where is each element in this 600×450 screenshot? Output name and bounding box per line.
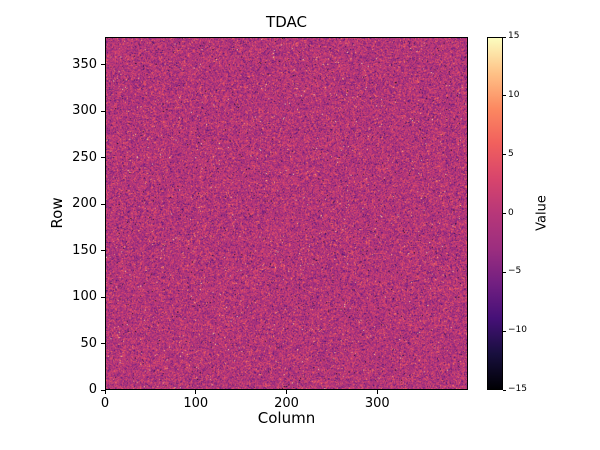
- y-tick-label: 100: [72, 289, 97, 305]
- x-tick-mark: [286, 390, 287, 394]
- colorbar-tick-mark: [503, 154, 506, 156]
- y-tick-mark: [101, 250, 105, 252]
- x-axis-label: Column: [257, 409, 316, 427]
- y-tick-label: 50: [80, 335, 97, 351]
- y-tick-label: 300: [72, 103, 97, 119]
- colorbar-tick-mark: [503, 213, 506, 214]
- y-tick-label: 0: [88, 382, 97, 397]
- colorbar-label: Value: [534, 195, 550, 231]
- colorbar-tick-label: 10: [508, 89, 520, 100]
- colorbar-tick-mark: [503, 330, 506, 332]
- colorbar-tick-mark: [503, 95, 506, 97]
- heatmap-plot-area: [105, 37, 468, 390]
- colorbar-tick-label: −15: [508, 384, 527, 394]
- x-tick-label: 200: [274, 396, 299, 411]
- y-tick-mark: [101, 64, 105, 66]
- colorbar-tick-label: 5: [508, 148, 514, 159]
- y-tick-label: 250: [72, 149, 97, 165]
- x-tick-mark: [195, 390, 197, 394]
- y-tick-label: 150: [72, 242, 97, 258]
- chart-title: TDAC: [266, 13, 307, 31]
- colorbar-tick-mark: [503, 271, 506, 273]
- colorbar-tick-label: −5: [508, 266, 522, 277]
- y-tick-mark: [101, 343, 105, 345]
- x-tick-label: 300: [364, 396, 390, 411]
- y-tick-mark: [101, 203, 105, 205]
- y-tick-mark: [101, 296, 105, 298]
- y-tick-label: 350: [72, 56, 97, 72]
- colorbar: [487, 37, 503, 390]
- y-tick-mark: [101, 157, 105, 159]
- y-tick-mark: [101, 110, 105, 112]
- colorbar-tick-label: 15: [508, 31, 520, 41]
- y-tick-mark: [101, 389, 105, 391]
- x-tick-mark: [376, 390, 378, 394]
- x-tick-label: 100: [183, 396, 209, 411]
- colorbar-tick-mark: [503, 389, 506, 391]
- colorbar-tick-label: 0: [508, 207, 514, 218]
- x-tick-mark: [104, 390, 106, 394]
- heatmap-canvas: [106, 38, 467, 389]
- y-tick-label: 200: [72, 196, 97, 212]
- colorbar-tick-mark: [503, 36, 506, 38]
- colorbar-tick-label: −10: [508, 325, 527, 336]
- x-tick-label: 0: [100, 396, 110, 411]
